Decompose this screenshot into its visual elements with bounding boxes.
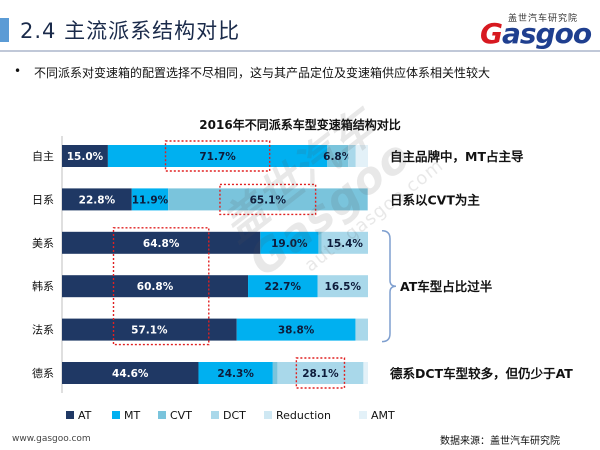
data-label: 11.9% — [132, 194, 169, 206]
bullet-text: 不同派系对变速箱的配置选择不尽相同，这与其产品定位及变速箱供应体系相关性较大 — [34, 66, 491, 80]
bar-segment — [62, 231, 261, 254]
chart-title: 2016年不同派系车型变速箱结构对比 — [199, 118, 401, 132]
data-label: 28.1% — [302, 368, 339, 380]
bar-segment — [318, 231, 322, 254]
bar-segment — [62, 318, 237, 341]
bar-segment — [277, 362, 364, 384]
data-label: 65.1% — [250, 194, 287, 206]
legend-swatch — [359, 411, 367, 419]
legend-label: DCT — [223, 409, 246, 422]
highlight-box — [295, 357, 346, 389]
bar-segment — [327, 145, 349, 167]
legend-label: Reduction — [276, 409, 331, 422]
legend-swatch — [211, 411, 219, 419]
data-label: 6.8% — [323, 151, 353, 163]
bar-segment — [107, 145, 328, 167]
data-label: 44.6% — [112, 368, 149, 380]
annotation-text: 自主品牌中，MT占主导 — [390, 149, 524, 164]
data-label: 19.0% — [271, 238, 308, 250]
legend-label: CVT — [170, 409, 192, 422]
header-divider — [0, 50, 600, 52]
header-accent-tab — [0, 18, 9, 42]
bar-segment — [355, 145, 368, 167]
footer-source: 数据来源：盖世汽车研究院 — [440, 436, 560, 447]
annotation-text: AT车型占比过半 — [400, 279, 493, 294]
legend-swatch — [112, 411, 120, 419]
bar-segment — [62, 188, 132, 211]
data-label: 24.3% — [217, 368, 254, 380]
page-title: 2.4 主流派系结构对比 — [20, 19, 241, 43]
data-label: 64.8% — [143, 238, 180, 250]
footer-url: www.gasgoo.com — [12, 434, 91, 444]
bar-segment — [248, 275, 318, 298]
bar-segment — [62, 275, 249, 298]
bar-segment — [62, 145, 108, 167]
legend-swatch — [66, 411, 74, 419]
annotation-text: 德系DCT车型较多，但仍少于AT — [390, 366, 573, 381]
highlight-box — [164, 140, 271, 172]
bar-segment — [198, 362, 273, 384]
category-label: 韩系 — [32, 279, 54, 293]
annotation-text: 日系以CVT为主 — [390, 192, 480, 207]
logo-prefix: G — [480, 17, 503, 50]
legend-swatch — [264, 411, 272, 419]
legend-label: AT — [78, 409, 92, 422]
bar-segment — [236, 318, 356, 341]
category-label: 自主 — [32, 150, 54, 163]
bar-segment — [272, 362, 278, 384]
category-label: 德系 — [32, 366, 54, 380]
data-label: 16.5% — [325, 281, 362, 293]
highlight-box — [219, 183, 317, 216]
annotation-bracket — [381, 230, 397, 343]
bar-segment — [355, 318, 368, 341]
logo-subtitle: 盖世汽车研究院 — [508, 14, 579, 24]
category-label: 日系 — [32, 193, 54, 206]
bar-segment — [317, 275, 368, 298]
bar-segment — [367, 188, 368, 211]
legend-label: MT — [124, 409, 140, 422]
data-label: 60.8% — [137, 281, 174, 293]
highlight-box — [112, 227, 210, 346]
category-label: 美系 — [32, 237, 54, 250]
data-label: 22.7% — [265, 281, 302, 293]
legend-swatch — [158, 411, 166, 419]
logo-rest: asgoo — [501, 17, 592, 50]
bar-segment — [260, 231, 319, 254]
bullet-marker: • — [14, 64, 22, 78]
category-label: 法系 — [32, 323, 54, 337]
data-label: 22.8% — [79, 194, 116, 206]
bar-segment — [348, 145, 356, 167]
bar-segment — [321, 231, 368, 254]
gasgoo-logo: Gasgoo — [480, 17, 592, 50]
data-label: 38.8% — [278, 325, 315, 337]
bar-segment — [62, 362, 199, 384]
data-label: 57.1% — [131, 325, 168, 337]
bar-segment — [363, 362, 368, 384]
bar-segment — [131, 188, 169, 211]
data-label: 15.4% — [327, 238, 364, 250]
bar-segment — [168, 188, 368, 211]
data-label: 15.0% — [67, 151, 104, 163]
legend-label: AMT — [371, 409, 395, 422]
data-label: 71.7% — [199, 151, 236, 163]
header-bar: 2.4 主流派系结构对比 — [0, 0, 600, 50]
